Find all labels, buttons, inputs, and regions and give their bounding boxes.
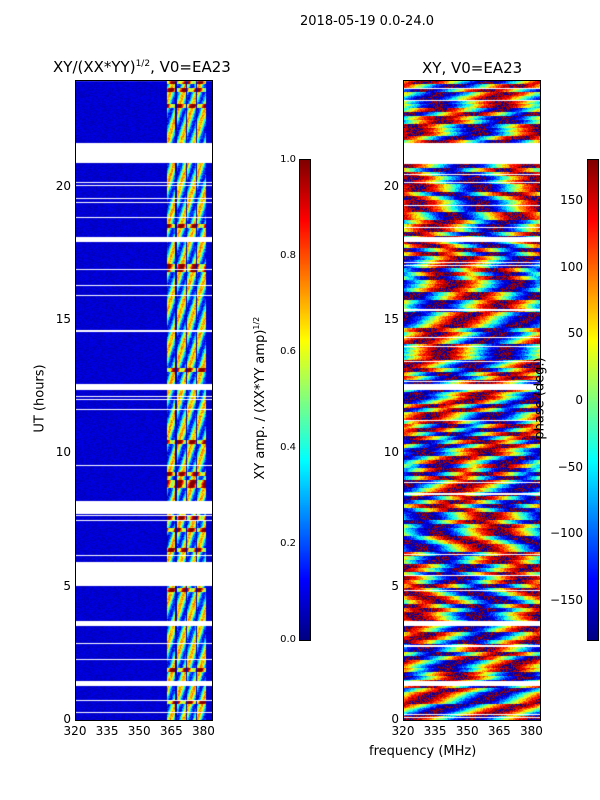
- phase-colorbar-tick-label: 50: [567, 326, 583, 341]
- amplitude-colorbar: [300, 160, 310, 640]
- amplitude-colorbar-frame: [299, 159, 311, 641]
- colorbar-tick-label: 0.8: [280, 250, 296, 261]
- phase-colorbar-label: phase (deg.): [532, 357, 548, 440]
- xlabel: frequency (MHz): [369, 744, 477, 759]
- x-tick-label: 380: [191, 724, 215, 738]
- y-tick-label: 20: [383, 178, 399, 193]
- amplitude-colorbar-label: XY amp. / (XX*YY amp)1/2: [252, 298, 268, 498]
- amplitude-heatmap: [75, 80, 212, 720]
- x-tick-label: 335: [95, 724, 119, 738]
- phase-colorbar-tick-label: 100: [560, 259, 583, 274]
- x-tick-label: 380: [519, 724, 543, 738]
- colorbar-tick-label: 0.2: [280, 538, 296, 549]
- left-panel-title-main: XY/(XX*YY): [53, 58, 136, 76]
- phase-colorbar-frame: [587, 159, 599, 641]
- x-tick-label: 320: [63, 724, 87, 738]
- phase-heatmap: [403, 80, 540, 720]
- phase-colorbar-tick-label: 150: [560, 193, 583, 207]
- y-tick-label: 5: [63, 578, 71, 593]
- figure-suptitle: 2018-05-19 0.0-24.0: [300, 14, 434, 29]
- y-tick-label: 15: [383, 312, 399, 326]
- left-ylabel: UT (hours): [32, 364, 48, 433]
- colorbar-tick-label: 1.0: [280, 154, 296, 165]
- y-tick-label: 0: [63, 712, 71, 726]
- y-tick-label: 10: [383, 445, 399, 460]
- amplitude-colorbar-label-sup: 1/2: [251, 316, 261, 330]
- phase-colorbar-tick-label: −50: [557, 459, 583, 474]
- x-tick-label: 350: [127, 724, 151, 738]
- left-axes-frame: [75, 80, 213, 721]
- x-tick-label: 350: [455, 724, 479, 738]
- phase-colorbar-tick-label: −100: [550, 526, 583, 541]
- x-tick-label: 365: [487, 724, 511, 738]
- y-tick-label: 5: [391, 578, 399, 593]
- y-tick-label: 15: [55, 312, 71, 326]
- y-tick-label: 20: [55, 178, 71, 193]
- y-tick-label: 0: [391, 712, 399, 726]
- left-panel-title: XY/(XX*YY)1/2, V0=EA23: [53, 58, 231, 76]
- right-panel-title: XY, V0=EA23: [422, 59, 523, 77]
- colorbar-tick-label: 0.4: [280, 442, 296, 453]
- left-panel-title-sup: 1/2: [135, 59, 151, 69]
- amplitude-colorbar-label-main: XY amp. / (XX*YY amp): [253, 329, 269, 480]
- colorbar-tick-label: 0.6: [280, 346, 296, 357]
- x-tick-label: 365: [159, 724, 183, 738]
- left-panel-title-suffix: , V0=EA23: [150, 58, 231, 76]
- phase-colorbar-tick-label: −150: [550, 593, 583, 607]
- x-tick-label: 335: [423, 724, 447, 738]
- right-axes-frame: [403, 80, 541, 721]
- phase-colorbar: [588, 160, 598, 640]
- y-tick-label: 10: [55, 445, 71, 460]
- colorbar-tick-label: 0.0: [280, 634, 296, 645]
- x-tick-label: 320: [391, 724, 415, 738]
- phase-colorbar-tick-label: 0: [575, 393, 583, 407]
